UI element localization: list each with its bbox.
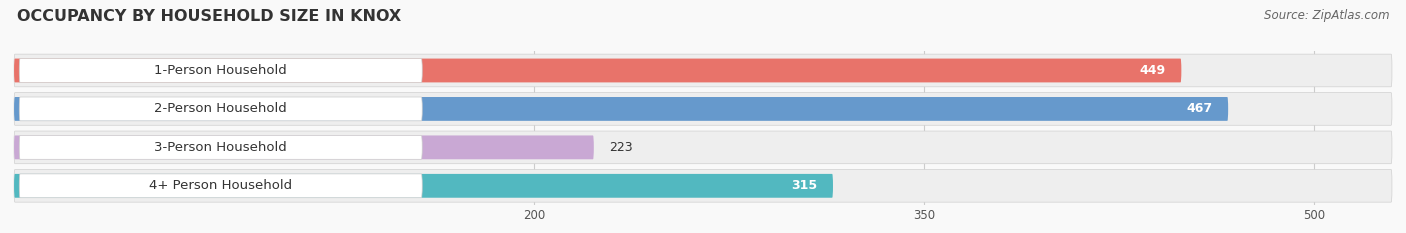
Text: 315: 315 [792,179,817,192]
FancyBboxPatch shape [14,54,1392,87]
FancyBboxPatch shape [20,58,422,82]
FancyBboxPatch shape [14,169,1392,202]
Text: Source: ZipAtlas.com: Source: ZipAtlas.com [1264,9,1389,22]
Text: 467: 467 [1187,103,1212,115]
FancyBboxPatch shape [14,174,832,198]
Text: OCCUPANCY BY HOUSEHOLD SIZE IN KNOX: OCCUPANCY BY HOUSEHOLD SIZE IN KNOX [17,9,401,24]
FancyBboxPatch shape [20,174,422,198]
Text: 2-Person Household: 2-Person Household [155,103,287,115]
FancyBboxPatch shape [14,97,1229,121]
Text: 449: 449 [1140,64,1166,77]
Text: 1-Person Household: 1-Person Household [155,64,287,77]
FancyBboxPatch shape [14,93,1392,125]
FancyBboxPatch shape [20,135,422,159]
Text: 3-Person Household: 3-Person Household [155,141,287,154]
FancyBboxPatch shape [20,97,422,121]
FancyBboxPatch shape [14,135,593,159]
Text: 4+ Person Household: 4+ Person Household [149,179,292,192]
FancyBboxPatch shape [14,58,1181,82]
Text: 223: 223 [609,141,633,154]
FancyBboxPatch shape [14,131,1392,164]
